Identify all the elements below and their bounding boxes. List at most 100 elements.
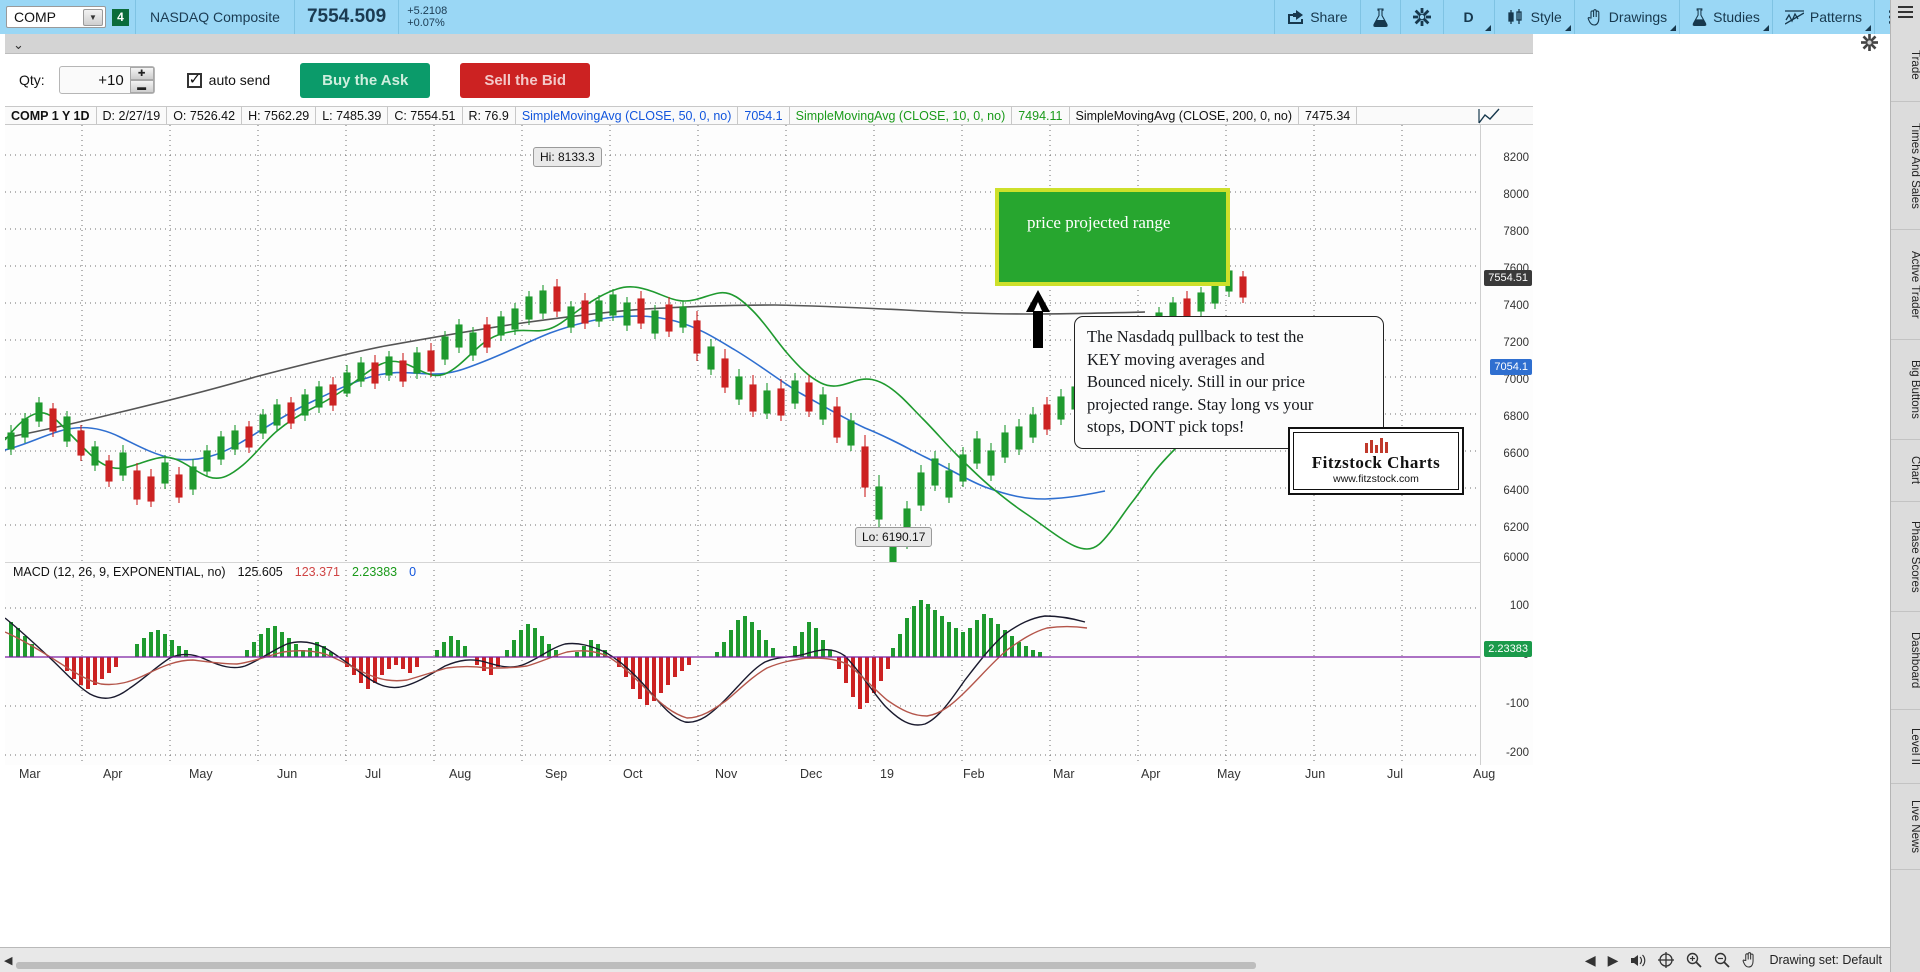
sidebar-item-active-trader[interactable]: Active Trader [1891,230,1920,340]
sidebar-item-level-ii[interactable]: Level II [1891,710,1920,784]
sidebar-item-big-buttons[interactable]: Big Buttons [1891,340,1920,440]
settings-button[interactable] [1401,0,1443,34]
low-marker-label: Lo: 6190.17 [855,527,933,547]
price-axis[interactable]: 8200 8000 7800 7600 7400 7200 7000 6800 … [1480,125,1533,765]
sidebar-item-dashboard[interactable]: Dashboard [1891,612,1920,710]
info-range: R: 76.9 [463,106,516,125]
quantity-value[interactable]: +10 [98,71,124,89]
axis-label: 6600 [1503,448,1529,460]
macd-line [5,615,1086,726]
chevron-down-icon [1865,25,1871,31]
symbol-text: COMP [14,9,56,25]
axis-label: 6200 [1503,522,1529,534]
studies-label: Studies [1713,9,1760,25]
top-toolbar: COMP ▼ 4 NASDAQ Composite 7554.509 +5.21… [0,0,1920,34]
macd-pane[interactable] [5,570,1480,765]
quantity-spinner[interactable]: ✚ ▬ [129,67,154,93]
info-sma50-label[interactable]: SimpleMovingAvg (CLOSE, 50, 0, no) [516,106,739,125]
info-sma10-label[interactable]: SimpleMovingAvg (CLOSE, 10, 0, no) [790,106,1013,125]
time-axis[interactable]: Mar Apr May Jun Jul Aug Sep Oct Nov Dec … [5,765,1533,787]
zoom-out-icon[interactable] [1714,952,1731,968]
patterns-button[interactable]: Patterns [1773,0,1874,34]
bottom-right-controls: ◀ ▶ Drawing set: Default [1585,952,1882,969]
sidebar-item-times-and-sales[interactable]: Times And Sales [1891,102,1920,230]
next-arrow-icon[interactable]: ▶ [1607,951,1619,968]
scroll-left-arrow-icon[interactable]: ◀ [4,955,13,967]
chevron-down-icon[interactable]: ▼ [83,8,103,26]
checkbox-icon[interactable] [186,70,202,88]
axis-label: 6000 [1503,552,1529,564]
style-label: Style [1530,9,1562,25]
macd-name[interactable]: MACD (12, 26, 9, EXPONENTIAL, no) [13,564,226,579]
info-sma200-value: 7475.34 [1299,106,1358,125]
share-button[interactable]: Share [1275,0,1359,34]
last-price: 7554.509 [306,6,387,27]
style-button[interactable]: Style [1495,0,1574,34]
x-tick: Jul [365,767,381,781]
logo-inner-frame: Fitzstock Charts www.fitzstock.com [1293,432,1459,490]
divider [1679,0,1681,34]
horizontal-scrollbar[interactable] [16,962,1256,969]
divider [1442,0,1444,34]
chart-number-badge[interactable]: 4 [112,8,129,26]
sidebar-item-trade[interactable]: Trade [1891,28,1920,102]
prev-arrow-icon[interactable]: ◀ [1584,951,1596,968]
x-tick: May [1217,767,1241,781]
info-close: C: 7554.51 [388,106,463,125]
flask-icon [1372,7,1388,27]
info-open: O: 7526.42 [167,106,243,125]
quantity-stepper[interactable]: +10 ✚ ▬ [58,66,155,94]
studies-button[interactable]: Studies [1680,0,1772,34]
hand-icon [1587,8,1603,26]
x-tick: Feb [963,767,985,781]
rail-menu-icon[interactable] [1898,6,1913,19]
symbol-input[interactable]: COMP ▼ [6,6,106,28]
axis-label: 8000 [1503,189,1529,201]
gear-icon [1412,8,1431,26]
macd-signal-value: 123.371 [294,564,340,579]
callout-line: projected range. Stay long vs your [1087,394,1314,414]
pointer-hand-icon[interactable] [1742,952,1757,968]
buy-the-ask-button[interactable]: Buy the Ask [300,62,431,98]
sidebar-item-phase-scores[interactable]: Phase Scores [1891,502,1920,612]
panel-collapse-bar[interactable]: ⌄ [5,34,1533,54]
sell-the-bid-button[interactable]: Sell the Bid [460,62,590,98]
auto-send-checkbox[interactable]: auto send [186,70,270,88]
drawings-button[interactable]: Drawings [1575,0,1679,34]
chevron-down-icon [1670,25,1677,31]
macd-axis-label: -200 [1505,747,1529,759]
x-tick: Dec [800,767,823,781]
studies-flask-button[interactable] [1361,0,1400,34]
volume-icon[interactable] [1630,954,1646,967]
info-high: H: 7562.29 [242,106,317,125]
flask-icon [1692,8,1707,26]
up-arrow-annotation[interactable] [1023,290,1053,350]
change-percent: +0.07% [407,17,445,29]
sidebar-item-chart[interactable]: Chart [1891,440,1920,502]
scrollbar-thumb[interactable] [16,962,1256,969]
info-sma200-label[interactable]: SimpleMovingAvg (CLOSE, 200, 0, no) [1070,106,1300,125]
chevron-down-icon[interactable]: ⌄ [13,37,24,52]
zoom-in-icon[interactable] [1686,952,1703,968]
macd-axis-label: 100 [1509,600,1529,612]
macd-legend: MACD (12, 26, 9, EXPONENTIAL, no) 125.60… [5,562,1480,580]
sidebar-item-live-news[interactable]: Live News [1891,784,1920,870]
axis-label: 8200 [1503,152,1529,164]
fitzstock-logo[interactable]: Fitzstock Charts www.fitzstock.com [1288,427,1464,495]
analysis-callout[interactable]: The Nasdadq pullback to test the KEY mov… [1074,316,1384,449]
macd-signal-line [5,625,1088,719]
panel-settings-button[interactable] [1861,34,1878,51]
decrement-button[interactable]: ▬ [129,80,154,93]
symbol-selector[interactable]: COMP ▼ 4 [0,6,135,28]
divider [293,0,295,34]
crosshair-icon[interactable] [1658,952,1675,968]
timeframe-button[interactable]: D [1444,0,1494,34]
price-projected-range-box[interactable] [995,188,1230,286]
divider [1359,0,1361,34]
share-icon [1287,9,1304,25]
drawing-set-label[interactable]: Drawing set: Default [1769,953,1882,967]
macd-chart-svg [5,570,1480,765]
increment-button[interactable]: ✚ [129,67,154,80]
divider [135,0,136,34]
chart-tool-icon[interactable] [1478,108,1500,124]
